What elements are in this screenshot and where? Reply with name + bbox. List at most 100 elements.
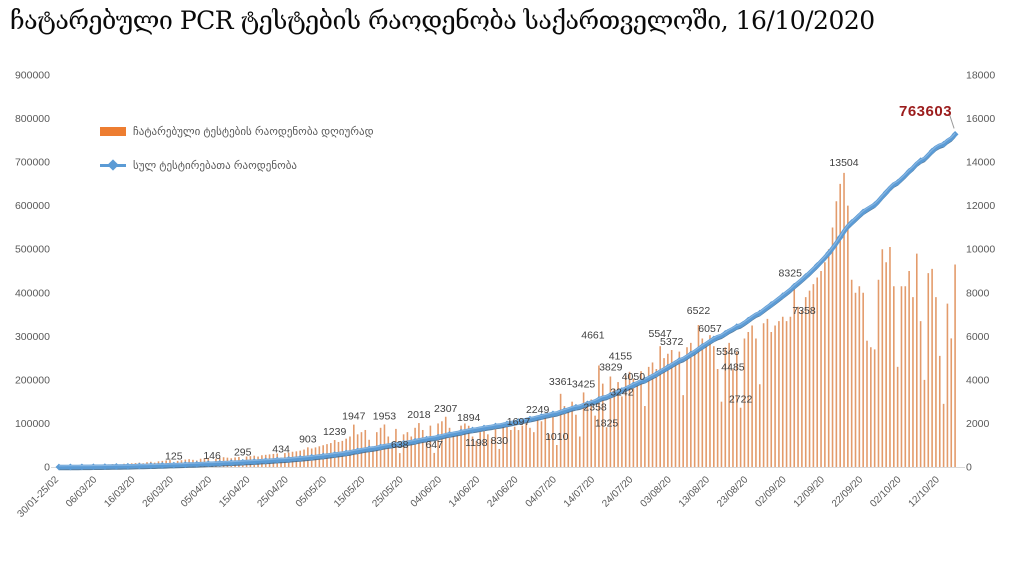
legend-item-total: სულ ტესტირებათა რაოდენობა <box>100 159 297 172</box>
bar-data-label: 4155 <box>609 351 633 363</box>
x-axis-tick-label: 15/04/20 <box>217 474 253 510</box>
bar-data-label: 830 <box>491 435 509 447</box>
right-axis-tick-label: 18000 <box>966 70 995 82</box>
bar-data-label: 5546 <box>716 346 740 358</box>
bar-data-label: 638 <box>391 439 409 451</box>
left-axis-tick-label: 800000 <box>15 113 50 125</box>
left-axis-tick-label: 400000 <box>15 287 50 299</box>
x-axis-tick-label: 23/08/20 <box>715 474 751 510</box>
x-axis-tick-label: 05/05/20 <box>294 474 330 510</box>
line-marker-diamond <box>871 201 879 209</box>
x-axis-tick-label: 24/07/20 <box>600 474 636 510</box>
bar-data-label: 2307 <box>434 403 458 415</box>
right-axis-tick-label: 10000 <box>966 244 995 256</box>
x-axis-tick-label: 16/03/20 <box>102 474 138 510</box>
line-marker-diamond <box>825 249 833 257</box>
bar-data-label: 2722 <box>729 394 753 406</box>
right-axis-tick-label: 14000 <box>966 157 995 169</box>
bar-data-label: 13504 <box>829 157 858 169</box>
bar-data-label: 4485 <box>721 361 745 373</box>
x-axis-tick-label: 12/09/20 <box>792 474 828 510</box>
legend-daily-label: ჩატარებული ტესტების რაოდენობა დღიურად <box>133 126 374 138</box>
x-axis-tick-label: 03/08/20 <box>638 474 674 510</box>
right-axis-tick-label: 6000 <box>966 331 990 343</box>
bar-data-label: 2358 <box>583 402 607 414</box>
left-axis-tick-label: 700000 <box>15 157 50 169</box>
bar-data-label: 1894 <box>457 412 481 424</box>
bar-data-label: 3361 <box>549 376 573 388</box>
bar-data-label: 2249 <box>526 404 550 416</box>
bar-data-label: 903 <box>299 433 317 445</box>
x-axis-tick-label: 22/09/20 <box>830 474 866 510</box>
line-marker-diamond <box>951 131 959 138</box>
left-axis-tick-label: 100000 <box>15 418 50 430</box>
bar-data-label: 4050 <box>622 371 646 383</box>
total-line-highlight <box>58 132 956 467</box>
x-axis-tick-label: 12/10/20 <box>907 474 943 510</box>
bar-data-label: 5547 <box>649 328 673 340</box>
x-axis-tick-label: 24/06/20 <box>485 474 521 510</box>
line-marker-diamond <box>882 189 890 196</box>
annotation-leader-line <box>948 112 955 129</box>
line-marker-diamond <box>894 179 902 186</box>
bar-data-label: 7358 <box>792 305 816 317</box>
bar-data-label: 1953 <box>373 410 397 422</box>
legend-total-label: სულ ტესტირებათა რაოდენობა <box>133 160 297 172</box>
x-axis-tick-label: 14/07/20 <box>562 474 598 510</box>
diamond-marker-icon <box>107 159 119 171</box>
x-axis-tick-label: 04/06/20 <box>409 474 445 510</box>
right-axis-tick-label: 2000 <box>966 418 990 430</box>
bar-data-label: 1697 <box>507 416 531 428</box>
bar-data-label: 2018 <box>407 409 431 421</box>
x-axis-tick-label: 13/08/20 <box>677 474 713 510</box>
bar-data-label: 3242 <box>610 386 634 398</box>
bar-data-label: 1198 <box>465 437 488 449</box>
left-axis-tick-label: 600000 <box>15 200 50 212</box>
x-axis-tick-label: 25/04/20 <box>256 474 292 510</box>
x-axis-tick-label: 25/05/20 <box>370 474 406 510</box>
bar-data-label: 4661 <box>581 329 605 341</box>
bar-data-label: 295 <box>234 447 252 459</box>
right-axis-tick-label: 16000 <box>966 113 995 125</box>
x-axis-tick-label: 06/03/20 <box>64 474 100 510</box>
bar-data-label: 8325 <box>779 268 803 280</box>
bar-data-label: 6522 <box>687 305 711 317</box>
bar-data-label: 1010 <box>545 431 569 443</box>
line-marker-diamond <box>756 309 764 317</box>
bar-data-label: 3829 <box>599 362 623 374</box>
bar-data-label: 6057 <box>698 323 722 335</box>
legend-item-daily: ჩატარებული ტესტების რაოდენობა დღიურად <box>100 125 374 138</box>
line-marker-diamond <box>802 273 810 280</box>
bar-data-label: 146 <box>203 450 221 462</box>
bar-data-label: 1825 <box>595 417 619 429</box>
x-axis-tick-label: 02/09/20 <box>753 474 789 510</box>
bar-data-label: 647 <box>425 439 443 451</box>
x-axis-tick-label: 14/06/20 <box>447 474 483 510</box>
x-axis-tick-label: 05/04/20 <box>179 474 215 510</box>
bar-data-label: 1239 <box>323 426 347 438</box>
right-axis-tick-label: 12000 <box>966 200 995 212</box>
x-axis-tick-label: 30/01-25/02 <box>16 474 62 520</box>
bar-data-label: 434 <box>272 444 290 456</box>
bar-data-label: 125 <box>165 450 183 462</box>
left-axis-tick-label: 900000 <box>15 70 50 82</box>
right-axis-tick-label: 0 <box>966 462 972 474</box>
left-axis-tick-label: 0 <box>44 462 50 474</box>
bar-data-label: 1947 <box>342 411 366 423</box>
left-axis-tick-label: 200000 <box>15 374 50 386</box>
right-axis-tick-label: 8000 <box>966 287 990 299</box>
total-line-swatch-icon <box>100 159 126 171</box>
bar-data-label: 3425 <box>572 378 596 390</box>
right-axis-tick-label: 4000 <box>966 374 990 386</box>
x-axis-tick-label: 26/03/20 <box>141 474 177 510</box>
left-axis-tick-label: 500000 <box>15 244 50 256</box>
line-marker-diamond <box>905 167 913 175</box>
bar-data-label: 5372 <box>660 336 684 348</box>
left-axis-tick-label: 300000 <box>15 331 50 343</box>
x-axis-tick-label: 02/10/20 <box>868 474 904 510</box>
x-axis-tick-label: 04/07/20 <box>524 474 560 510</box>
daily-bars-swatch-icon <box>100 127 126 136</box>
final-total-annotation: 763603 <box>899 103 953 120</box>
